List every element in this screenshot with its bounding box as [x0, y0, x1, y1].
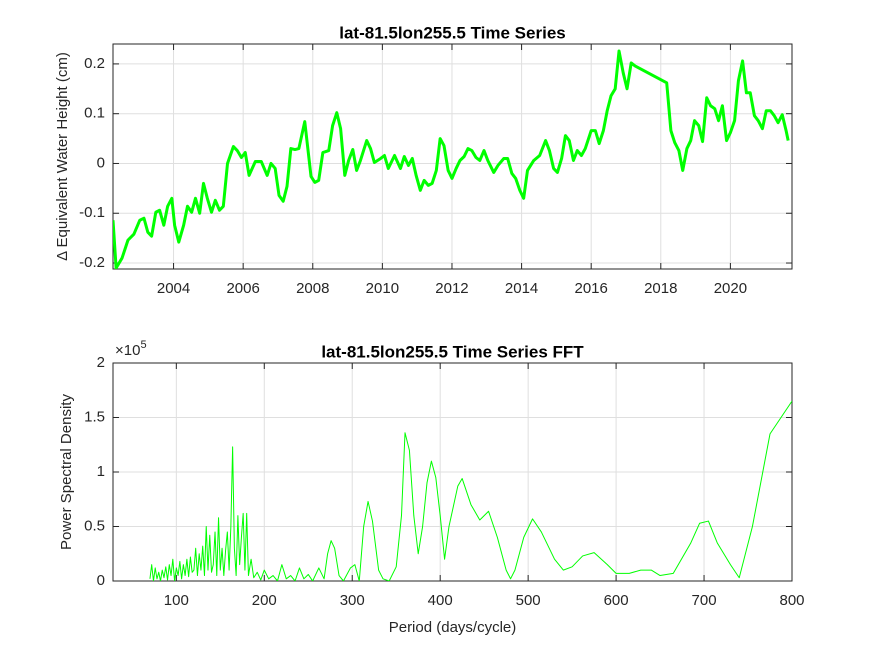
y-tick-label: 1 — [97, 463, 105, 480]
x-tick-label: 2008 — [296, 280, 329, 297]
x-tick-label: 2016 — [575, 280, 608, 297]
subplot: 2004 2006 2008 2010 2012 2014 2016 2018 2020 -0.2… — [54, 23, 793, 297]
y-scale-exponent: 5 — [140, 339, 146, 351]
y-tick-label: 0.1 — [84, 105, 105, 122]
y-tick-label: -0.1 — [79, 204, 105, 221]
y-tick-label: 1.5 — [84, 408, 105, 425]
x-tick-label: 800 — [779, 592, 804, 609]
plot-area — [112, 43, 793, 270]
x-tick-label: 500 — [516, 592, 541, 609]
x-tick-label: 2004 — [157, 280, 190, 297]
x-tick-label: 400 — [428, 592, 453, 609]
axes-box — [112, 43, 793, 270]
y-tick-label: -0.2 — [79, 254, 105, 271]
y-axis-label: Δ Equivalent Water Height (cm) — [54, 52, 71, 261]
x-tick-label: 2010 — [366, 280, 399, 297]
y-tick-label: 2 — [97, 354, 105, 371]
y-tick-label: 0 — [97, 572, 105, 589]
x-tick-label: 2006 — [226, 280, 259, 297]
y-axis-label: Power Spectral Density — [58, 394, 75, 550]
y-scale-base: ×10 — [115, 342, 140, 359]
subplot: 100 200 300 400 500 600 700 800 0 0.5 1 1.5 2 lat-81.… — [58, 339, 805, 636]
y-tick-label: 0 — [97, 154, 105, 171]
chart-title: lat-81.5lon255.5 Time Series FFT — [321, 342, 584, 361]
y-scale-label: ×105 — [115, 339, 147, 359]
chart-title: lat-81.5lon255.5 Time Series — [339, 23, 565, 42]
y-tick-label: 0.5 — [84, 517, 105, 534]
data-line — [149, 400, 792, 581]
x-tick-label: 2020 — [714, 280, 747, 297]
data-line — [113, 49, 790, 269]
x-tick-label: 2014 — [505, 280, 538, 297]
x-tick-label: 300 — [340, 592, 365, 609]
y-tick-label: 0.2 — [84, 55, 105, 72]
x-tick-label: 600 — [604, 592, 629, 609]
x-tick-label: 100 — [164, 592, 189, 609]
x-tick-label: 2012 — [435, 280, 468, 297]
x-tick-label: 2018 — [644, 280, 677, 297]
x-tick-label: 200 — [252, 592, 277, 609]
x-tick-label: 700 — [692, 592, 717, 609]
x-axis-label: Period (days/cycle) — [389, 619, 517, 636]
